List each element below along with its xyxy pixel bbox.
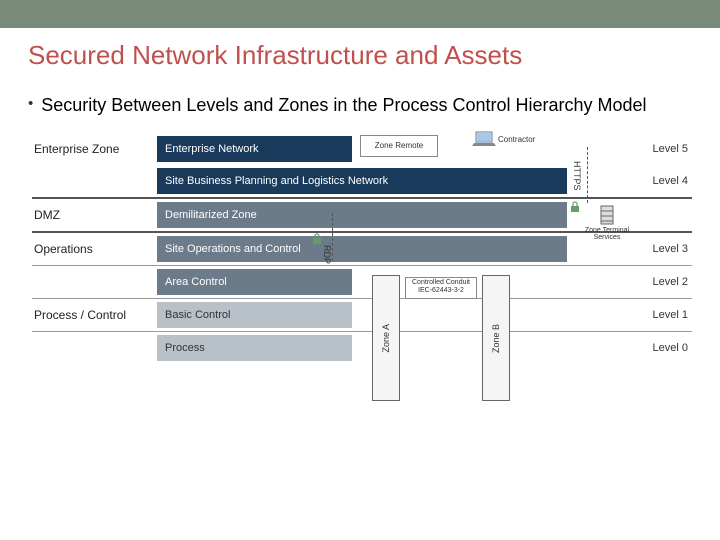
level-5: Level 5	[653, 143, 688, 155]
level-4: Level 4	[653, 175, 688, 187]
band-dmz: Demilitarized Zone	[157, 202, 567, 228]
row-area-control: Area Control Level 2	[32, 266, 692, 298]
band-label: Site Business Planning and Logistics Net…	[165, 175, 388, 187]
row-process: Process Level 0	[32, 332, 692, 364]
https-label: HTTPS	[572, 161, 582, 191]
contractor-text: Contractor	[498, 135, 535, 144]
band-label: Enterprise Network	[165, 143, 259, 155]
zone-remote-label: Zone Remote	[375, 142, 423, 150]
zone-label-enterprise: Enterprise Zone	[32, 142, 157, 156]
zone-label-dmz: DMZ	[32, 208, 157, 222]
bullet-marker: •	[28, 93, 33, 114]
level-1: Level 1	[653, 309, 688, 321]
zone-a-box: Zone A	[372, 275, 400, 401]
slide-content: Secured Network Infrastructure and Asset…	[0, 28, 720, 376]
zone-label-process: Process / Control	[32, 308, 157, 322]
top-bar	[0, 0, 720, 28]
row-basic-control: Process / Control Basic Control Level 1	[32, 299, 692, 331]
connector-rdp	[332, 213, 333, 261]
bullet-item: • Security Between Levels and Zones in t…	[28, 93, 692, 117]
level-2: Level 2	[653, 276, 688, 288]
row-enterprise-network: Enterprise Zone Enterprise Network Zone …	[32, 133, 692, 165]
zone-a-label: Zone A	[381, 324, 391, 353]
zone-label-operations: Operations	[32, 242, 157, 256]
level-0: Level 0	[653, 342, 688, 354]
slide-title: Secured Network Infrastructure and Asset…	[28, 40, 692, 71]
conduit-line1: Controlled Conduit	[406, 279, 476, 287]
zone-b-label: Zone B	[491, 324, 501, 353]
bullet-text: Security Between Levels and Zones in the…	[41, 93, 692, 117]
band-label: Process	[165, 342, 205, 354]
band-process: Process	[157, 335, 352, 361]
band-label: Site Operations and Control	[165, 243, 301, 255]
band-basic-control: Basic Control	[157, 302, 352, 328]
band-site-ops: Site Operations and Control	[157, 236, 567, 262]
band-site-business: Site Business Planning and Logistics Net…	[157, 168, 567, 194]
lock-icon	[312, 233, 322, 245]
controlled-conduit-box: Controlled Conduit IEC-62443-3-2	[405, 277, 477, 299]
rdp-label: RDP	[322, 245, 332, 264]
laptop-icon	[472, 131, 496, 147]
row-site-ops: Operations Site Operations and Control L…	[32, 233, 692, 265]
zone-b-box: Zone B	[482, 275, 510, 401]
band-label: Area Control	[165, 276, 227, 288]
contractor-label: Contractor	[472, 131, 535, 147]
server-icon	[600, 205, 614, 225]
row-site-business: Site Business Planning and Logistics Net…	[32, 165, 692, 197]
conduit-line2: IEC-62443-3-2	[406, 287, 476, 295]
connector-https	[587, 147, 588, 203]
band-label: Basic Control	[165, 309, 230, 321]
lock-icon	[570, 201, 580, 213]
band-area-control: Area Control	[157, 269, 352, 295]
band-label: Demilitarized Zone	[165, 209, 257, 221]
level-3: Level 3	[653, 243, 688, 255]
band-enterprise-network: Enterprise Network	[157, 136, 352, 162]
zone-remote-box: Zone Remote	[360, 135, 438, 157]
hierarchy-diagram: Enterprise Zone Enterprise Network Zone …	[32, 133, 692, 364]
